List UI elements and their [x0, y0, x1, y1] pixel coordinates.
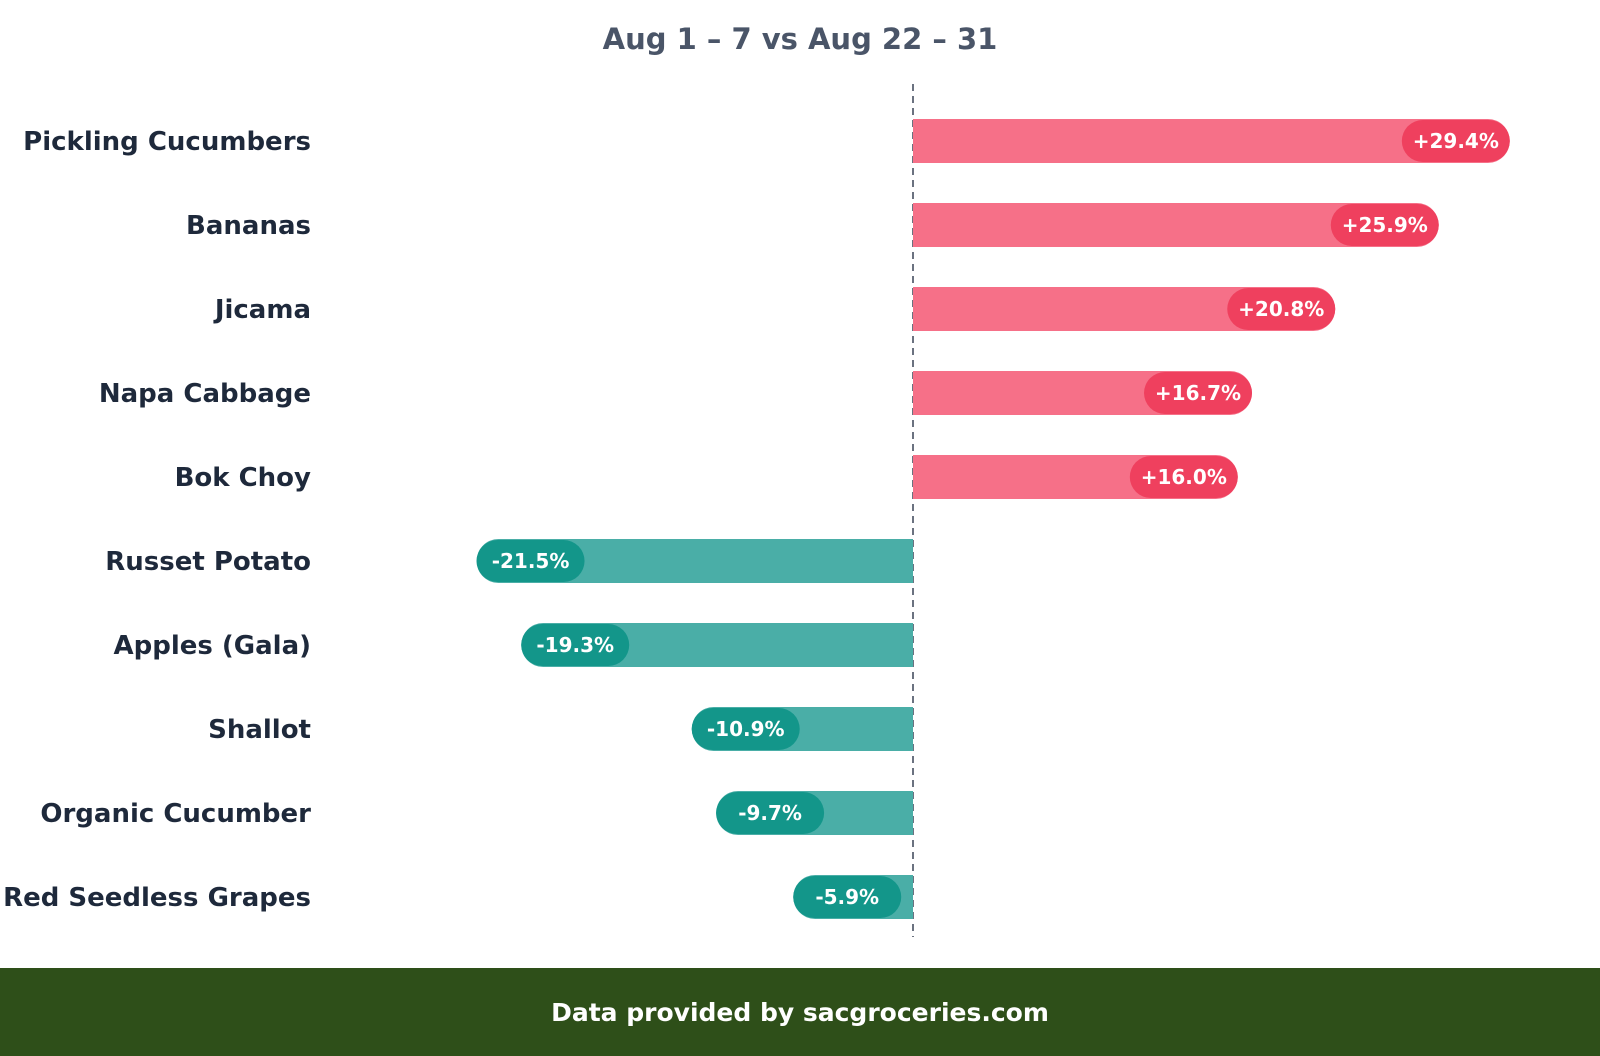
category-label: Red Seedless Grapes — [3, 883, 311, 913]
value-badge — [521, 624, 630, 666]
category-label: Russet Potato — [105, 547, 311, 577]
chart-title: Aug 1 – 7 vs Aug 22 – 31 — [602, 22, 998, 56]
bar-row: Organic Cucumber -9.7% — [40, 791, 913, 835]
value-badge — [691, 708, 800, 750]
category-label: Jicama — [213, 295, 311, 325]
bar-row: Shallot -10.9% — [208, 707, 913, 751]
value-label: -19.3% — [536, 633, 614, 657]
category-label: Pickling Cucumbers — [23, 127, 311, 157]
bar-row: Apples (Gala) -19.3% — [113, 623, 913, 667]
bar-chart: Pickling Cucumbers +29.4% Bananas +25.9% Jic… — [3, 84, 1510, 937]
value-label: -21.5% — [492, 549, 570, 573]
footer-text: Data provided by sacgroceries.com — [551, 997, 1049, 1027]
value-label: +29.4% — [1413, 129, 1499, 153]
category-label: Napa Cabbage — [99, 379, 311, 409]
value-badge — [1129, 456, 1238, 498]
bar-row: Russet Potato -21.5% — [105, 539, 913, 583]
bar-row: Bok Choy +16.0% — [175, 455, 1238, 499]
value-label: -10.9% — [707, 717, 785, 741]
value-badge — [1227, 288, 1336, 330]
category-label: Bok Choy — [175, 463, 311, 493]
value-label: +25.9% — [1342, 213, 1428, 237]
value-label: -5.9% — [815, 885, 879, 909]
category-label: Apples (Gala) — [113, 631, 311, 661]
value-label: +16.7% — [1155, 381, 1241, 405]
footer: Data provided by sacgroceries.com — [0, 968, 1600, 1056]
value-badge — [793, 876, 902, 918]
value-badge — [1401, 120, 1510, 162]
value-label: -9.7% — [738, 801, 802, 825]
category-label: Organic Cucumber — [40, 799, 311, 829]
bar — [913, 287, 1336, 331]
value-badge — [716, 792, 825, 834]
bar-row: Red Seedless Grapes -5.9% — [3, 875, 913, 919]
value-label: +16.0% — [1141, 465, 1227, 489]
category-label: Bananas — [186, 211, 311, 241]
value-badge — [1144, 372, 1253, 414]
bar-row: Bananas +25.9% — [186, 203, 1439, 247]
value-badge — [476, 540, 585, 582]
bar — [476, 539, 913, 583]
bar-row: Pickling Cucumbers +29.4% — [23, 119, 1510, 163]
bar — [913, 119, 1510, 163]
value-label: +20.8% — [1238, 297, 1324, 321]
value-badge — [1330, 204, 1439, 246]
bar-row: Jicama +20.8% — [213, 287, 1336, 331]
category-label: Shallot — [208, 715, 311, 745]
bar — [913, 203, 1439, 247]
bar-row: Napa Cabbage +16.7% — [99, 371, 1253, 415]
